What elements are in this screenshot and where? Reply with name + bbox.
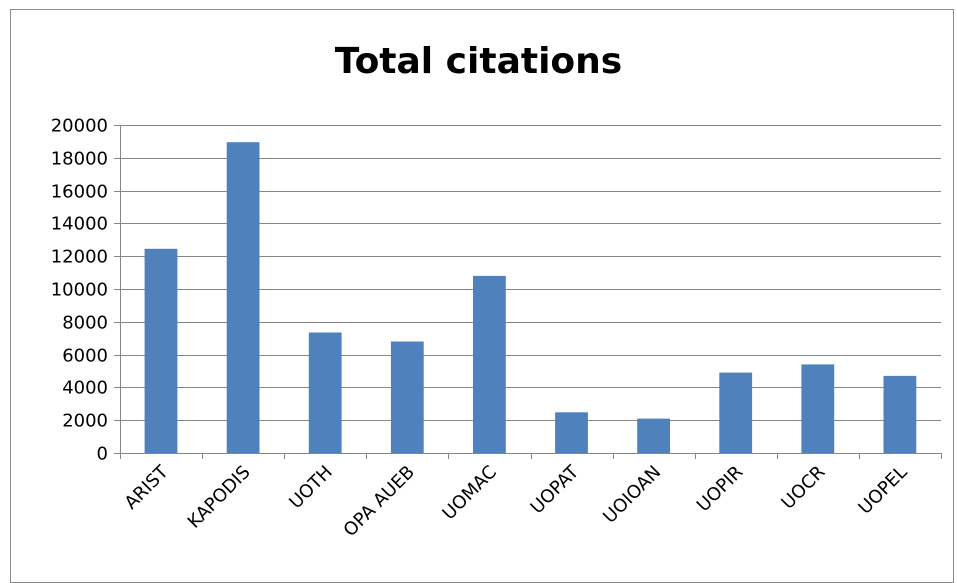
y-tick-label: 18000 [51, 149, 108, 170]
y-tick-label: 16000 [51, 182, 108, 203]
bar [308, 332, 342, 453]
chart-title: Total citations [334, 41, 623, 82]
x-category-label: UOCR [777, 462, 829, 514]
bar [801, 364, 835, 453]
x-category-label: UOPEL [854, 462, 911, 519]
bar [144, 248, 178, 453]
y-tick-label: 14000 [51, 214, 108, 235]
bar [883, 375, 917, 453]
bar [226, 142, 260, 453]
x-category-label: UOIOAN [599, 462, 665, 528]
y-tick-label: 0 [97, 444, 108, 465]
y-tick-label: 20000 [51, 116, 108, 137]
x-category-label: KAPODIS [184, 462, 255, 533]
x-category-label: ARIST [121, 461, 174, 514]
y-tick-label: 2000 [62, 411, 108, 432]
bar [637, 418, 670, 453]
bar [555, 412, 588, 453]
x-category-label: UOTH [285, 462, 337, 514]
y-tick-label: 4000 [62, 378, 108, 399]
y-tick-label: 10000 [51, 280, 108, 301]
bar [473, 275, 506, 453]
bar [719, 372, 753, 453]
y-tick-label: 12000 [51, 247, 108, 268]
x-category-label: UOPAT [527, 461, 584, 518]
y-tick-label: 6000 [62, 346, 108, 367]
x-category-label: OPA AUEB [340, 462, 419, 541]
y-tick-label: 8000 [62, 313, 108, 334]
x-category-label: UOMAC [438, 462, 501, 525]
x-category-label: UOPIR [693, 462, 747, 516]
bar [390, 341, 424, 453]
